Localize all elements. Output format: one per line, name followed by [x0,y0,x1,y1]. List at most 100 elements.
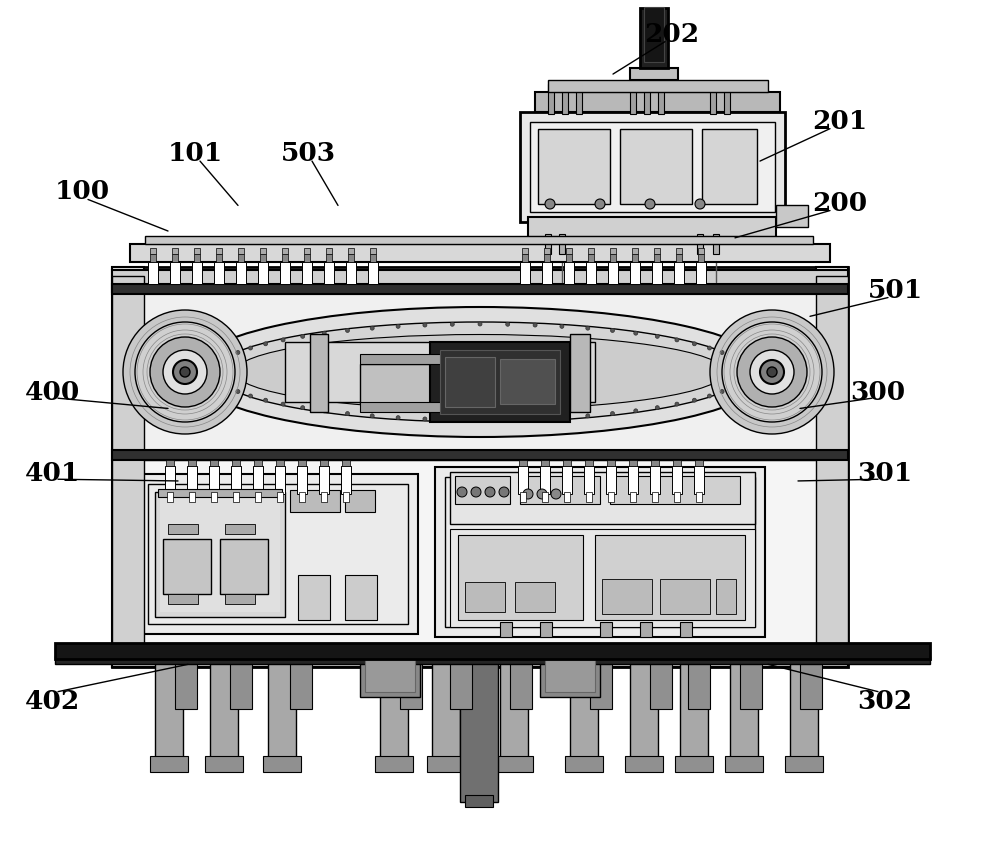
Bar [800,659,822,709]
Bar [189,492,195,503]
Circle shape [586,414,590,418]
Ellipse shape [235,335,725,410]
Bar [698,255,704,262]
Text: 202: 202 [644,21,700,47]
Text: 501: 501 [867,277,923,302]
Bar [432,657,460,762]
Bar [564,492,570,503]
Ellipse shape [215,323,745,423]
Bar [238,255,244,262]
Bar [321,492,327,503]
Bar [548,85,554,115]
Bar [776,206,808,227]
Bar [145,237,813,245]
Circle shape [655,335,659,339]
Bar [540,622,552,637]
Bar [678,653,710,662]
Bar [326,249,332,255]
Bar [630,262,640,285]
Circle shape [322,409,326,413]
Bar [170,262,180,285]
Bar [148,262,158,285]
Bar [445,358,495,407]
Circle shape [249,347,253,350]
Bar [816,268,848,667]
Bar [816,277,848,656]
Circle shape [226,356,230,360]
Bar [674,262,684,285]
Bar [610,249,616,255]
Circle shape [478,323,482,326]
Bar [522,255,528,262]
Bar [588,249,594,255]
Bar [112,277,144,656]
Bar [585,460,593,466]
Bar [500,360,555,405]
Bar [632,255,638,262]
Bar [216,255,222,262]
Bar [673,460,681,466]
Bar [695,460,703,466]
Circle shape [610,329,614,333]
Bar [430,343,570,423]
Circle shape [135,323,235,423]
Bar [588,255,594,262]
Bar [644,8,664,63]
Bar [640,622,652,637]
Ellipse shape [190,308,770,437]
Text: 302: 302 [857,688,913,713]
Bar [209,466,219,494]
Bar [610,476,740,504]
Circle shape [123,311,247,435]
Bar [540,466,550,494]
Bar [130,245,830,262]
Bar [458,535,583,620]
Bar [155,657,183,762]
Bar [348,255,354,262]
Circle shape [695,199,705,210]
Bar [253,466,263,494]
Bar [630,492,636,503]
Bar [172,249,178,255]
Bar [260,255,266,262]
Circle shape [551,489,561,499]
Bar [112,268,144,667]
Bar [725,756,763,772]
Bar [586,492,592,503]
Bar [168,595,198,604]
Bar [112,271,848,292]
Bar [650,659,672,709]
Circle shape [281,403,285,406]
Bar [644,85,650,115]
Bar [606,466,616,494]
Bar [370,249,376,255]
Circle shape [586,327,590,331]
Bar [112,285,848,295]
Bar [520,112,785,222]
Bar [559,234,565,255]
Circle shape [523,489,533,499]
Bar [177,649,195,659]
Circle shape [595,199,605,210]
Circle shape [645,199,655,210]
Bar [630,657,658,762]
Text: 301: 301 [857,460,913,486]
Bar [153,653,185,662]
Bar [194,249,200,255]
Circle shape [730,385,734,389]
Text: 100: 100 [54,179,110,204]
Bar [698,249,704,255]
Bar [268,657,296,762]
Circle shape [767,367,777,377]
Circle shape [692,399,696,403]
Circle shape [457,487,467,498]
Bar [455,476,510,504]
Bar [522,249,528,255]
Bar [326,255,332,262]
Bar [214,262,224,285]
Bar [512,649,530,659]
Bar [495,756,533,772]
Bar [542,262,552,285]
Bar [520,476,600,504]
Circle shape [545,199,555,210]
